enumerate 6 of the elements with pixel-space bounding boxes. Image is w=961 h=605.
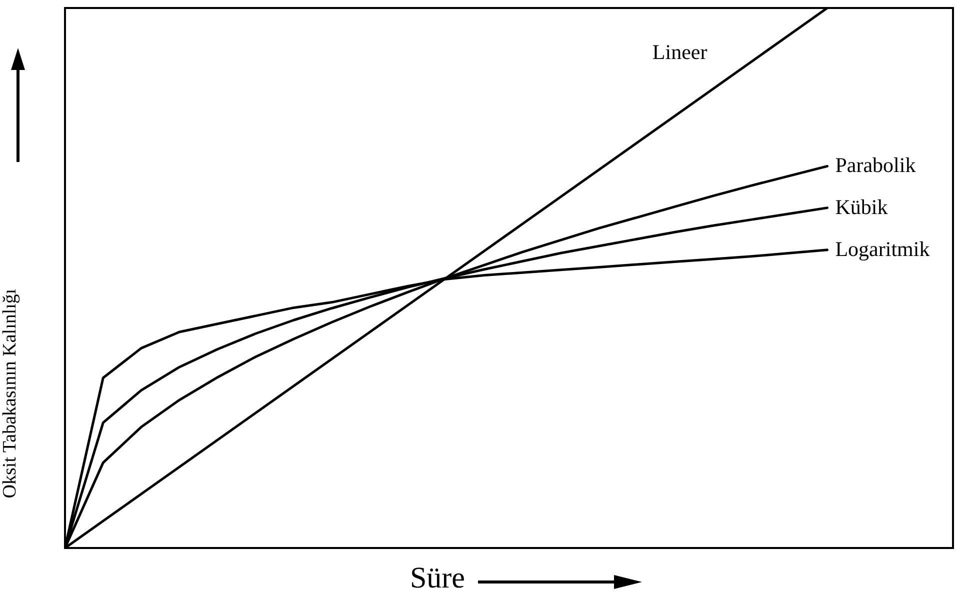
series-label: Kübik	[835, 194, 888, 219]
series-label: Parabolik	[835, 153, 916, 178]
x-axis-title: Süre	[410, 562, 465, 594]
series-label: Lineer	[652, 40, 708, 64]
y-axis-title: Oksit Tabakasının Kalınlığı	[0, 288, 20, 498]
series-label: Logaritmik	[835, 236, 930, 261]
